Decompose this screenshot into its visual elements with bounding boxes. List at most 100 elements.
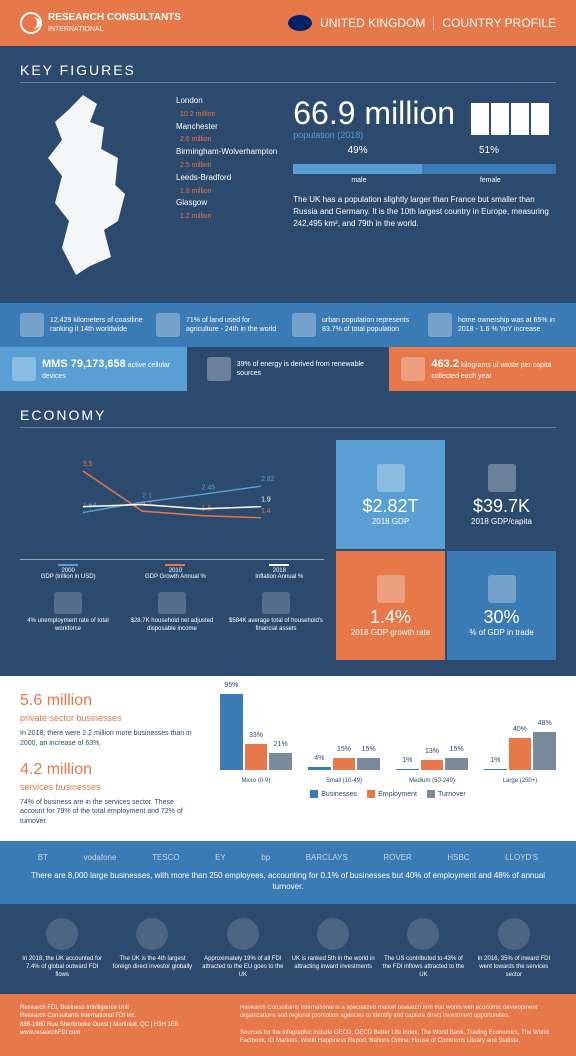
- svg-text:2.1: 2.1: [142, 492, 152, 499]
- bar-group: 4%15%15%Small (10-49): [308, 690, 380, 770]
- economy-stat: $584K average total of household's finan…: [228, 592, 324, 634]
- bar: 33%: [245, 744, 268, 770]
- footer-about: Research Consultants International is a …: [240, 1004, 556, 1046]
- economy-title: ECONOMY: [20, 407, 556, 428]
- stats-row-1: 12,429 kilometers of coastline ranking i…: [0, 303, 576, 347]
- bar-category: Small (10-49): [308, 778, 380, 784]
- header: RESEARCH CONSULTANTSINTERNATIONAL UNITED…: [0, 0, 576, 46]
- bar-value: 15%: [450, 746, 464, 753]
- bottom-stat: In 2016, 35% of inward FDI went towards …: [472, 918, 556, 979]
- female-pct: 51%: [422, 145, 556, 156]
- brand-logo: BARCLAYS: [306, 853, 348, 862]
- economy-tiles: $2.82T2018 GDP$39.7K2018 GDP/capita1.4%2…: [336, 440, 556, 660]
- bar: 1%: [484, 769, 507, 770]
- bar-group: 95%33%21%Micro (0-9): [220, 690, 292, 770]
- stat-icon: [156, 313, 180, 337]
- person-icon: [511, 103, 529, 135]
- bar-value: 21%: [274, 741, 288, 748]
- legend-item: Employment: [367, 790, 417, 798]
- legend-item: 2000GDP (trillion in USD): [41, 564, 96, 580]
- bottom-stat: UK is ranked 5th in the world in attract…: [291, 918, 375, 979]
- brand-logo: EY: [215, 853, 226, 862]
- stat-segment: 39% of energy is derived from renewable …: [195, 347, 382, 391]
- country-name: UNITED KINGDOM: [320, 16, 425, 30]
- stat-item: 12,429 kilometers of coastline ranking i…: [20, 313, 148, 337]
- services-biz-text: 74% of business are in the services sect…: [20, 798, 200, 827]
- stat-icon: [401, 357, 425, 381]
- bar-value: 40%: [513, 726, 527, 733]
- stat-text: 39% of energy is derived from renewable …: [237, 360, 370, 378]
- stats-row-2: MMS 79,173,658 active cellular devices 39…: [0, 347, 576, 391]
- stat-icon: [407, 918, 439, 950]
- legend-item: 2018Inflation Annual %: [255, 564, 303, 580]
- uk-map: [20, 95, 160, 275]
- economy-stat: 4% unemployment rate of total workforce: [20, 592, 116, 634]
- stat-text: 12,429 kilometers of coastline ranking i…: [50, 316, 148, 334]
- svg-text:3.5: 3.5: [83, 461, 93, 468]
- gdp-line-chart: 1.642.12.452.823.51.71.51.41.9: [20, 440, 324, 560]
- person-icon: [531, 103, 549, 135]
- city-name: Leeds-Bradford: [176, 173, 231, 182]
- bar-value: 13%: [425, 748, 439, 755]
- footer-contact: Research FDI, Business Intelligence Unit…: [20, 1004, 220, 1046]
- brand-logo: ROVER: [383, 853, 411, 862]
- stat-icon: [227, 918, 259, 950]
- profile-label: COUNTRY PROFILE: [442, 16, 556, 30]
- tile-icon: [377, 575, 405, 603]
- bar: 40%: [509, 738, 532, 770]
- tile-label: 2018 GDP growth rate: [351, 628, 430, 637]
- bar-value: 95%: [224, 682, 238, 689]
- tile-value: 1.4%: [370, 607, 411, 628]
- stat-icon: [428, 313, 452, 337]
- stat-icon: [54, 592, 82, 614]
- business-section: 5.6 million private sector businesses In…: [0, 676, 576, 841]
- city-population: 1.8 million: [180, 188, 212, 195]
- business-text: 5.6 million private sector businesses In…: [20, 690, 200, 827]
- economy-tile: $2.82T2018 GDP: [336, 440, 445, 549]
- bar-category: Large (250+): [484, 778, 556, 784]
- bar: 15%: [357, 758, 380, 770]
- chart-legend: 2000GDP (trillion in USD)2010GDP Growth …: [20, 564, 324, 580]
- uk-flag-icon: [288, 15, 312, 31]
- stat-icon: [292, 313, 316, 337]
- tile-icon: [488, 464, 516, 492]
- private-biz-value: 5.6 million: [20, 690, 200, 712]
- city-population: 1.2 million: [180, 213, 212, 220]
- svg-text:1.4: 1.4: [261, 508, 271, 515]
- bar-group: 1%40%48%Large (250+): [484, 690, 556, 770]
- brands-text: There are 8,000 large businesses, with m…: [20, 870, 556, 892]
- tile-value: $39.7K: [473, 496, 530, 517]
- population-section: 66.9 million population (2018) 49%51% ma…: [293, 95, 556, 275]
- male-label: male: [293, 177, 424, 184]
- economy-mini-stats: 4% unemployment rate of total workforce $…: [20, 592, 324, 634]
- brands-section: BTvodafoneTESCOEYbpBARCLAYSROVERHSBCLLOY…: [0, 841, 576, 904]
- svg-text:2.45: 2.45: [202, 484, 216, 491]
- economy-tile: 1.4%2018 GDP growth rate: [336, 551, 445, 660]
- bottom-stats: In 2018, the UK accounted for 7.4% of gl…: [0, 904, 576, 993]
- legend-item: Businesses: [310, 790, 357, 798]
- bar: 48%: [533, 732, 556, 770]
- brand-logo: bp: [261, 853, 270, 862]
- gender-bar: [293, 164, 556, 174]
- header-right: UNITED KINGDOM COUNTRY PROFILE: [288, 15, 556, 31]
- stat-icon: [262, 592, 290, 614]
- bar: 21%: [269, 753, 292, 770]
- stat-icon: [317, 918, 349, 950]
- key-figures-section: London10.2 millionManchester2.6 millionB…: [20, 95, 556, 275]
- key-figures-title: KEY FIGURES: [20, 62, 556, 83]
- tile-value: $2.82T: [362, 496, 418, 517]
- bar-value: 1%: [402, 757, 412, 764]
- bar-legend: BusinessesEmploymentTurnover: [220, 790, 556, 798]
- bar: 13%: [421, 760, 444, 770]
- tile-icon: [377, 464, 405, 492]
- services-biz-value: 4.2 million: [20, 759, 200, 781]
- stat-segment: MMS 79,173,658 active cellular devices: [0, 347, 187, 391]
- population-value: 66.9 million: [293, 95, 455, 132]
- stat-icon: [12, 357, 36, 381]
- bar-value: 1%: [490, 757, 500, 764]
- stat-icon: [20, 313, 44, 337]
- stat-text: home ownership was at 65% in 2018 - 1.6 …: [458, 316, 556, 334]
- city-name: Manchester: [176, 122, 218, 131]
- stat-text: urban population represents 83.7% of tot…: [322, 316, 420, 334]
- stat-icon: [136, 918, 168, 950]
